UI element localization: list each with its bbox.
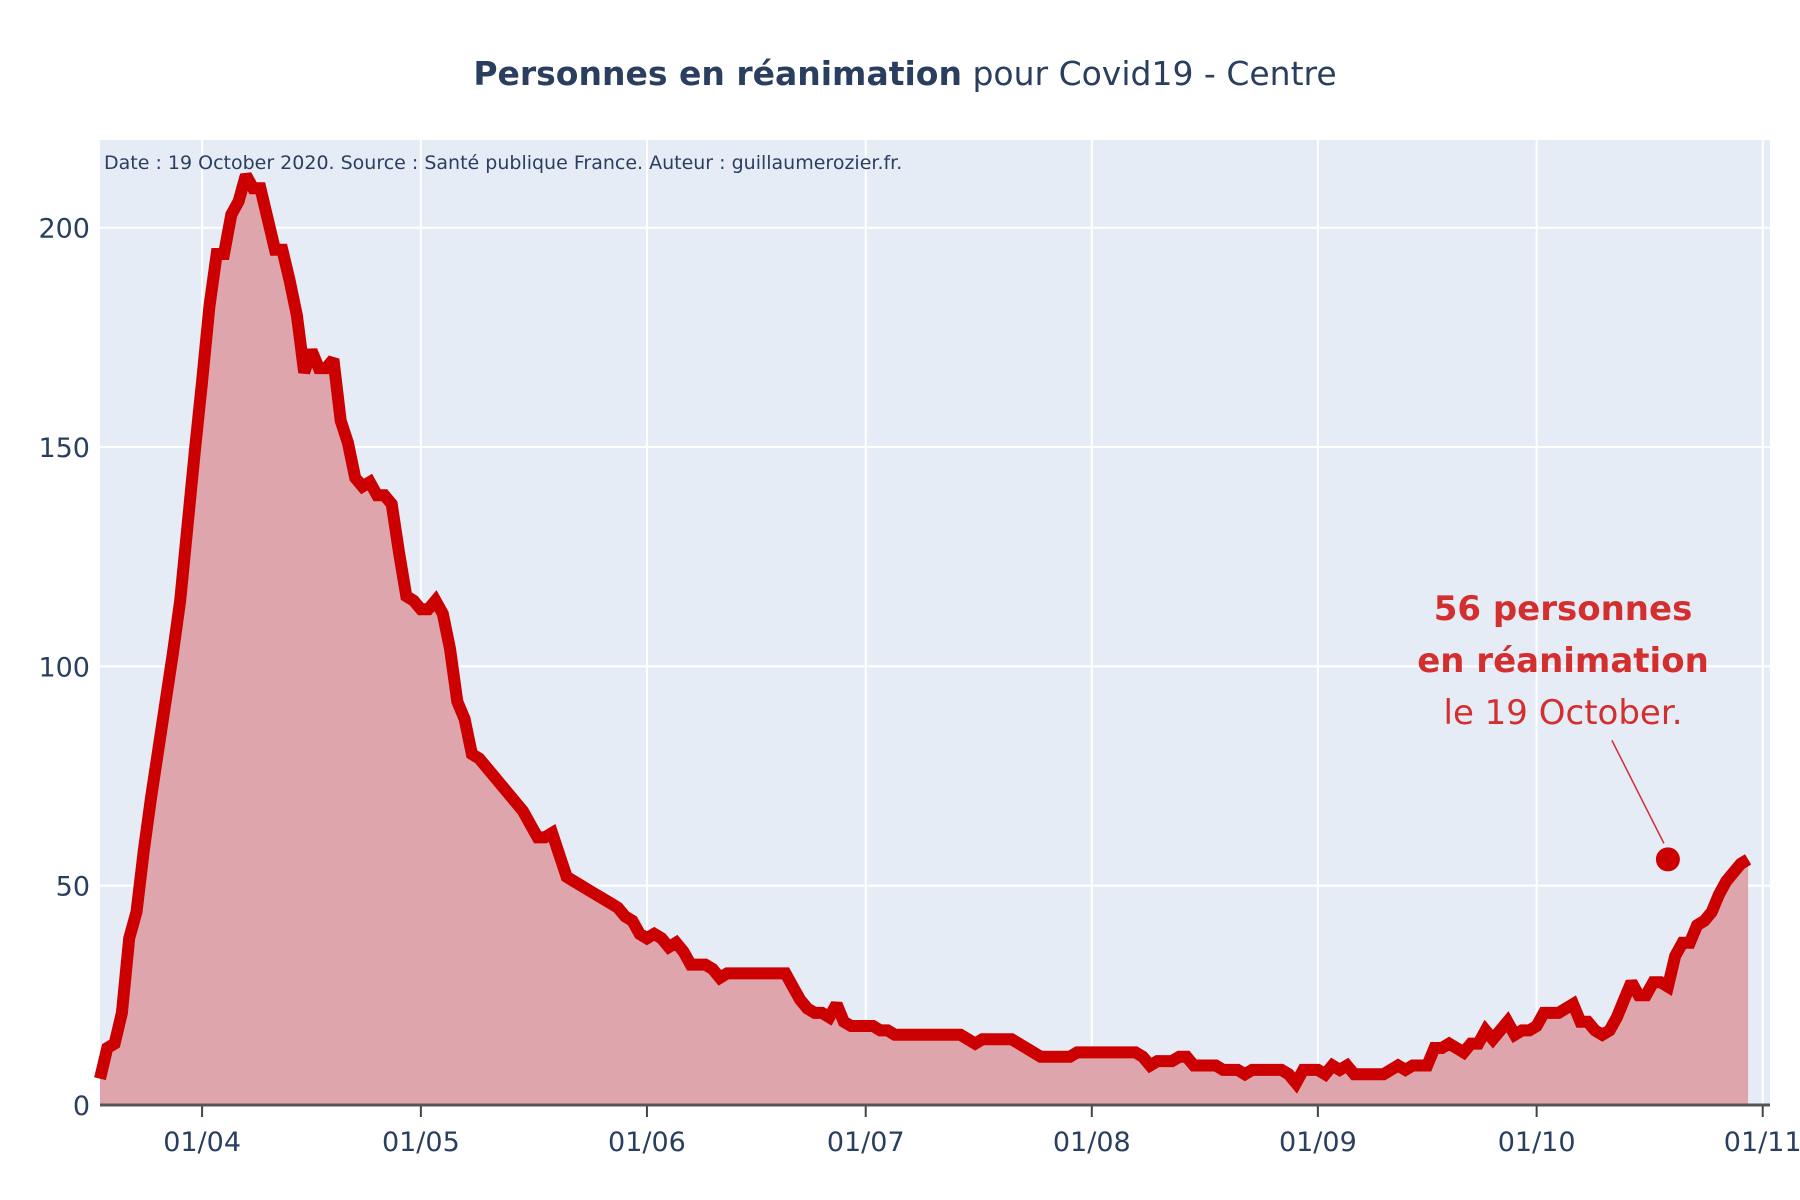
chart-title-bold: Personnes en réanimation (473, 54, 962, 93)
chart-title: Personnes en réanimation pour Covid19 - … (473, 54, 1336, 93)
y-tick-label: 100 (38, 652, 90, 683)
annotation-layer: 56 personnes en réanimation le 19 Octobe… (1417, 589, 1709, 844)
last-point-marker (1655, 847, 1680, 872)
x-tick-label: 01/06 (608, 1127, 686, 1158)
x-tick-label: 01/08 (1053, 1127, 1131, 1158)
annotation-line-2: en réanimation (1417, 641, 1709, 681)
grid-lines (100, 140, 1770, 1105)
y-tick-label: 150 (38, 433, 90, 464)
series-line (94, 172, 1752, 1094)
chart-subtitle: Date : 19 October 2020. Source : Santé p… (104, 152, 902, 174)
y-tick-label: 50 (56, 872, 90, 903)
area-fill (100, 175, 1749, 1106)
x-tick-label: 01/09 (1279, 1127, 1357, 1158)
x-tick-label: 01/05 (382, 1127, 460, 1158)
area-layer (94, 172, 1752, 1106)
x-tick-label: 01/10 (1498, 1127, 1576, 1158)
x-tick-label: 01/04 (163, 1127, 241, 1158)
annotation-line-1: 56 personnes (1434, 589, 1693, 629)
annotation-arrow (1611, 740, 1665, 844)
axis-layer: 0 50 100 150 200 01/04 01/05 01/06 01/07 01/08 01/… (38, 214, 1800, 1158)
annotation-line-3: le 19 October. (1444, 693, 1683, 733)
chart-title-rest: pour Covid19 - Centre (962, 54, 1337, 93)
y-tick-label: 0 (73, 1091, 90, 1122)
x-tick-label: 01/11 (1724, 1127, 1800, 1158)
x-tick-label: 01/07 (827, 1127, 905, 1158)
y-tick-label: 200 (38, 214, 90, 245)
